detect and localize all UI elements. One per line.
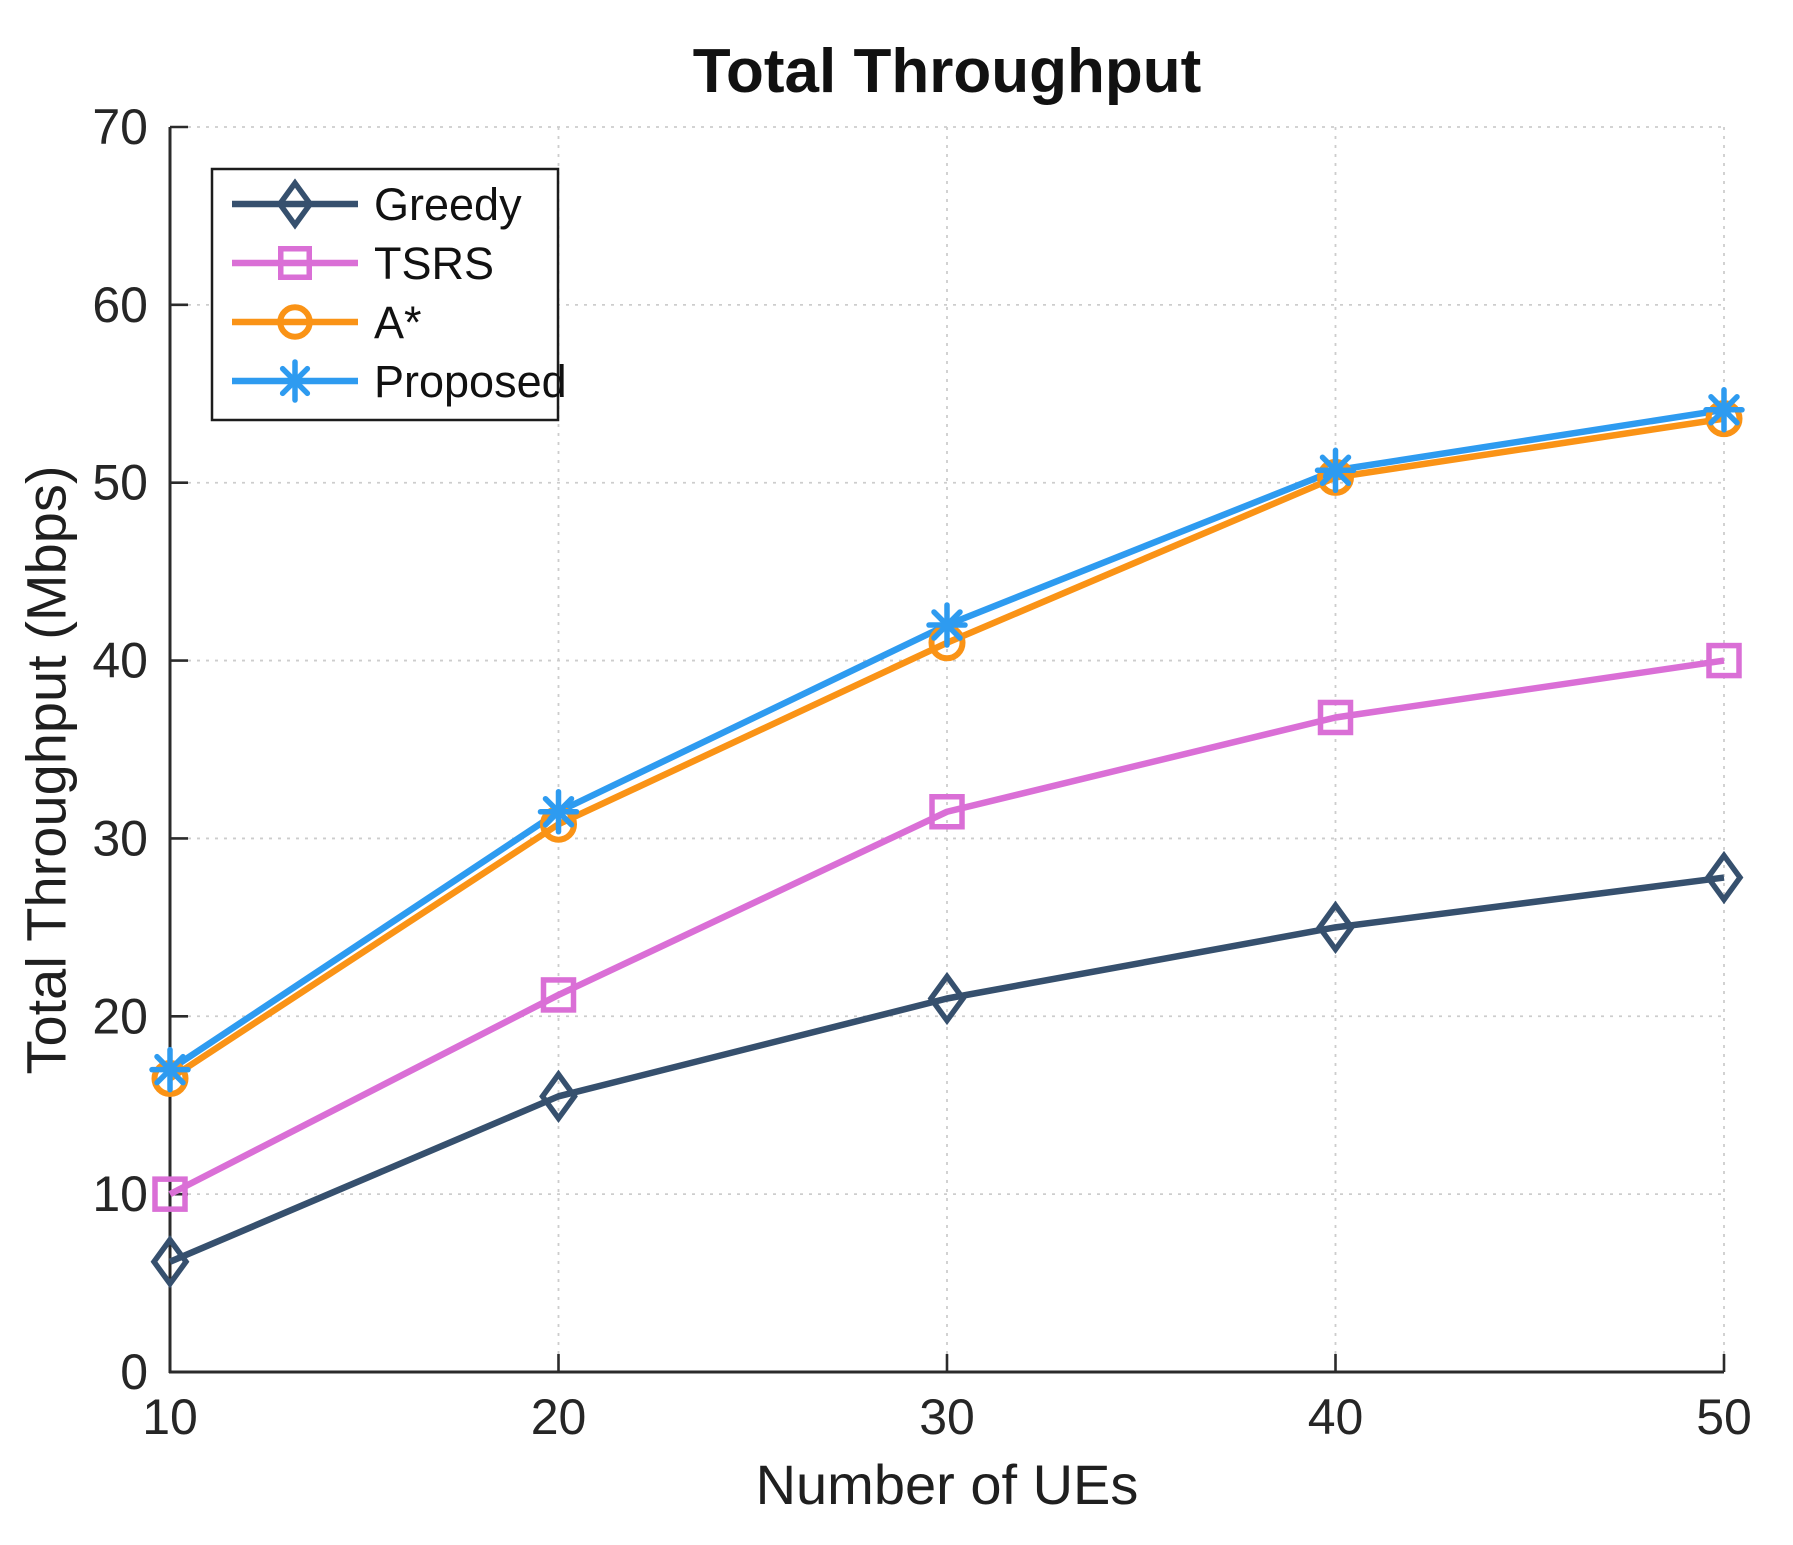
x-tick-label: 50 (1696, 1389, 1752, 1445)
y-tick-label: 0 (120, 1344, 148, 1400)
diamond-marker (539, 1069, 578, 1123)
legend-label: Greedy (374, 179, 522, 230)
x-tick-label: 40 (1308, 1389, 1364, 1445)
diamond-marker (1316, 900, 1355, 955)
y-tick-label: 10 (92, 1166, 148, 1222)
y-tick-label: 60 (92, 277, 148, 333)
diamond-marker (927, 971, 967, 1026)
diamond-marker (276, 178, 314, 230)
square-marker (540, 977, 577, 1013)
asterisk-marker (1703, 387, 1745, 433)
legend-label: TSRS (374, 238, 494, 289)
square-marker (1317, 699, 1354, 736)
diamond-marker (150, 1235, 190, 1289)
y-tick-label: 20 (92, 988, 148, 1044)
legend-label: A* (374, 297, 422, 348)
chart-title: Total Throughput (692, 37, 1202, 106)
square-marker (1706, 642, 1742, 679)
x-axis-label: Number of UEs (755, 1453, 1139, 1516)
asterisk-marker (537, 789, 580, 835)
series-line-tsrs (168, 657, 1725, 1198)
y-tick-label: 40 (92, 633, 148, 689)
circle-marker (277, 304, 313, 340)
asterisk-marker (149, 1046, 191, 1093)
square-marker (278, 246, 312, 280)
x-tick-label: 30 (919, 1389, 975, 1445)
y-tick-label: 70 (92, 99, 148, 155)
x-tick-label: 10 (142, 1389, 198, 1445)
square-marker (152, 1176, 188, 1212)
diamond-marker (1704, 850, 1744, 905)
series-line-greedy (168, 874, 1725, 1265)
asterisk-marker (275, 359, 315, 403)
y-tick-label: 50 (92, 455, 148, 511)
asterisk-marker (926, 602, 968, 648)
asterisk-marker (1314, 447, 1357, 494)
y-tick-label: 30 (92, 810, 148, 866)
legend-label: Proposed (374, 356, 567, 407)
x-tick-label: 20 (531, 1389, 587, 1445)
square-marker (929, 794, 965, 830)
